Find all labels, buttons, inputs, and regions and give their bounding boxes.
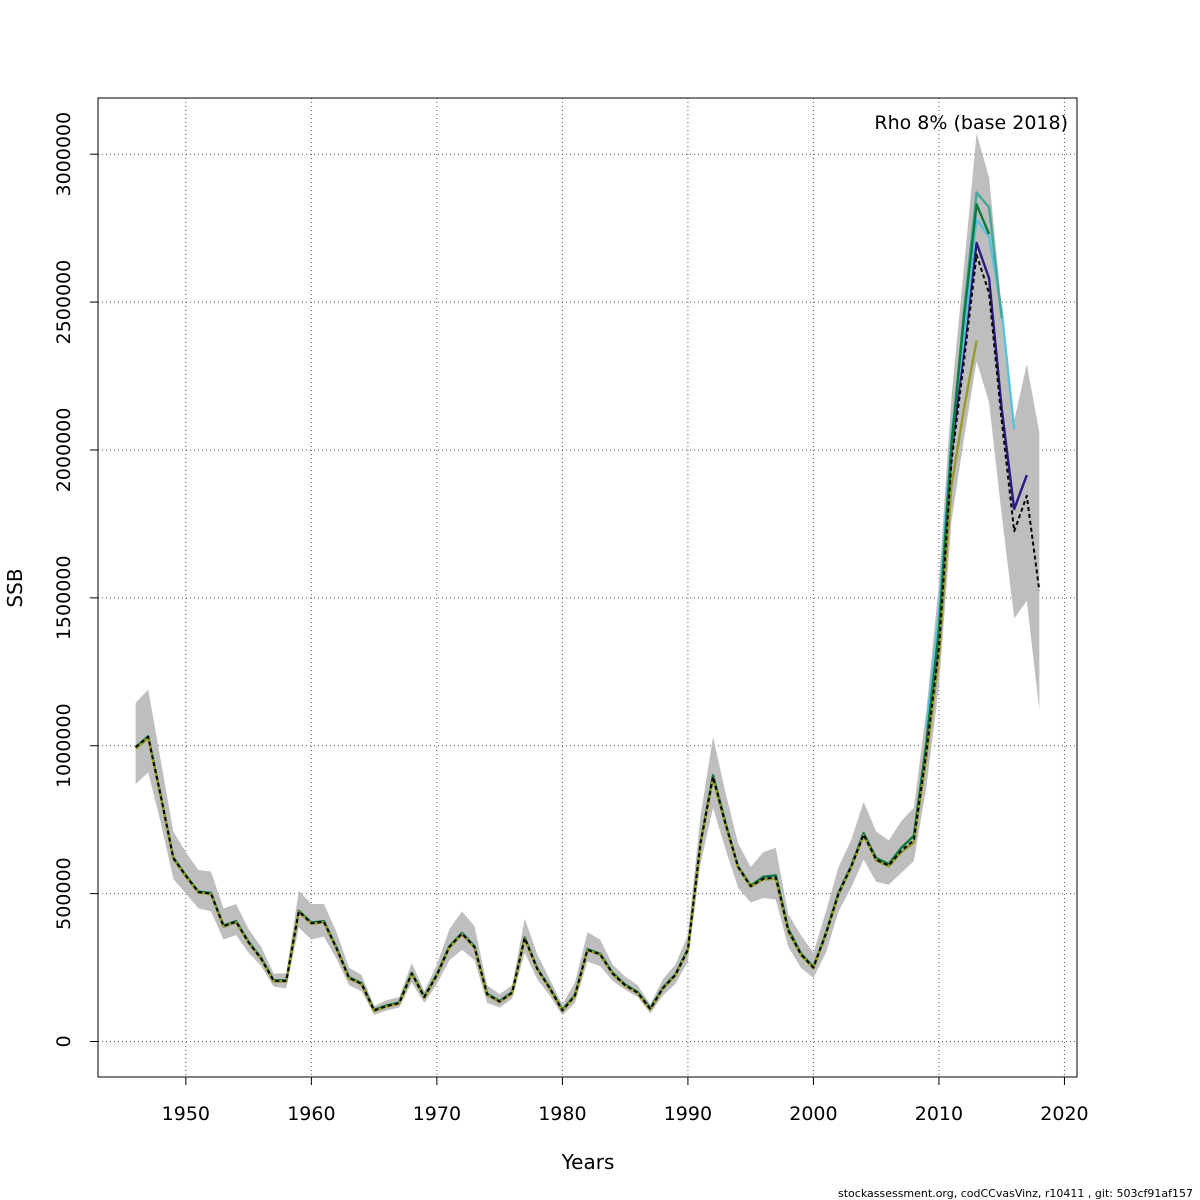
x-tick-label: 1970: [413, 1103, 461, 1125]
x-tick-label: 2010: [915, 1103, 963, 1125]
y-axis-title: SSB: [3, 568, 27, 607]
y-tick-label: 1000000: [53, 703, 75, 788]
series-layer: [134, 191, 1041, 1013]
y-tick-label: 0: [53, 1035, 75, 1047]
x-axis: 1950 1960 1970 1980 1990 2000 2010 2020: [162, 1076, 1089, 1125]
series-line-4: [134, 203, 991, 1012]
series-line-5: [134, 340, 978, 1013]
confidence-band-layer: [135, 133, 1040, 1016]
y-tick-label: 2000000: [53, 408, 75, 493]
y-tick-label: 3000000: [53, 112, 75, 197]
x-tick-label: 2020: [1040, 1103, 1088, 1125]
confidence-band: [135, 133, 1040, 1016]
rho-annotation: Rho 8% (base 2018): [874, 112, 1068, 134]
x-tick-label: 1990: [664, 1103, 712, 1125]
y-tick-label: 2500000: [53, 260, 75, 345]
x-axis-title: Years: [561, 1150, 615, 1174]
x-tick-label: 1960: [287, 1103, 335, 1125]
y-tick-label: 500000: [53, 857, 75, 930]
x-tick-label: 1950: [162, 1103, 210, 1125]
footer-credit: stockassessment.org, codCCvasVinz, r1041…: [838, 1187, 1193, 1200]
series-line-0: [135, 253, 1041, 1012]
y-axis: 0 500000 1000000 1500000 2000000 2500000 30000…: [53, 112, 99, 1048]
y-tick-label: 1500000: [53, 556, 75, 641]
x-tick-label: 2000: [789, 1103, 837, 1125]
x-tick-label: 1980: [538, 1103, 586, 1125]
